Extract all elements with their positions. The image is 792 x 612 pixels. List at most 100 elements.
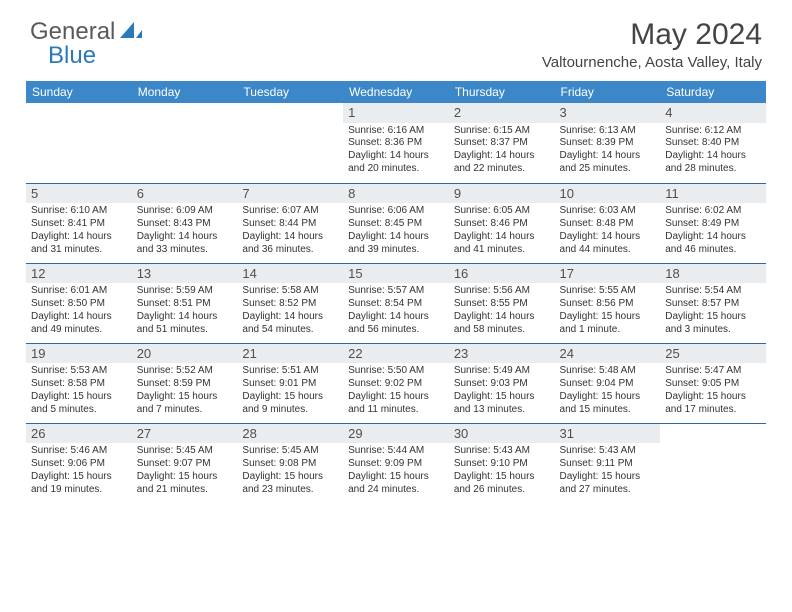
- day-cell: 8Sunrise: 6:06 AMSunset: 8:45 PMDaylight…: [343, 183, 449, 263]
- day-cell: 6Sunrise: 6:09 AMSunset: 8:43 PMDaylight…: [132, 183, 238, 263]
- day-cell: 2Sunrise: 6:15 AMSunset: 8:37 PMDaylight…: [449, 103, 555, 183]
- day-cell: 19Sunrise: 5:53 AMSunset: 8:58 PMDayligh…: [26, 343, 132, 423]
- day-detail: Sunrise: 5:59 AMSunset: 8:51 PMDaylight:…: [137, 285, 233, 336]
- header: General Blue May 2024 Valtournenche, Aos…: [0, 0, 792, 75]
- calendar-row: 1Sunrise: 6:16 AMSunset: 8:36 PMDaylight…: [26, 103, 766, 183]
- day-detail: Sunrise: 6:09 AMSunset: 8:43 PMDaylight:…: [137, 205, 233, 256]
- day-detail: Sunrise: 5:46 AMSunset: 9:06 PMDaylight:…: [31, 445, 127, 496]
- day-number: 30: [449, 424, 555, 444]
- day-number: 28: [237, 424, 343, 444]
- day-detail: Sunrise: 6:13 AMSunset: 8:39 PMDaylight:…: [560, 125, 656, 176]
- day-cell: 16Sunrise: 5:56 AMSunset: 8:55 PMDayligh…: [449, 263, 555, 343]
- day-cell: 22Sunrise: 5:50 AMSunset: 9:02 PMDayligh…: [343, 343, 449, 423]
- weekday-header-row: SundayMondayTuesdayWednesdayThursdayFrid…: [26, 81, 766, 103]
- day-number: 2: [449, 103, 555, 123]
- day-detail: Sunrise: 6:10 AMSunset: 8:41 PMDaylight:…: [31, 205, 127, 256]
- day-cell: 5Sunrise: 6:10 AMSunset: 8:41 PMDaylight…: [26, 183, 132, 263]
- day-number: 7: [237, 184, 343, 204]
- day-detail: Sunrise: 5:49 AMSunset: 9:03 PMDaylight:…: [454, 365, 550, 416]
- day-cell: 25Sunrise: 5:47 AMSunset: 9:05 PMDayligh…: [660, 343, 766, 423]
- day-number: 24: [555, 344, 661, 364]
- day-detail: Sunrise: 5:56 AMSunset: 8:55 PMDaylight:…: [454, 285, 550, 336]
- day-number: 31: [555, 424, 661, 444]
- day-number: 12: [26, 264, 132, 284]
- calendar-row: 26Sunrise: 5:46 AMSunset: 9:06 PMDayligh…: [26, 423, 766, 503]
- day-number: 4: [660, 103, 766, 123]
- day-detail: Sunrise: 5:51 AMSunset: 9:01 PMDaylight:…: [242, 365, 338, 416]
- day-number: 19: [26, 344, 132, 364]
- day-cell: 18Sunrise: 5:54 AMSunset: 8:57 PMDayligh…: [660, 263, 766, 343]
- day-detail: Sunrise: 6:15 AMSunset: 8:37 PMDaylight:…: [454, 125, 550, 176]
- logo-sail-icon: [120, 20, 142, 45]
- day-detail: Sunrise: 5:43 AMSunset: 9:11 PMDaylight:…: [560, 445, 656, 496]
- weekday-header: Monday: [132, 81, 238, 103]
- day-cell: 13Sunrise: 5:59 AMSunset: 8:51 PMDayligh…: [132, 263, 238, 343]
- day-number: 16: [449, 264, 555, 284]
- empty-cell: [26, 103, 132, 183]
- day-cell: 24Sunrise: 5:48 AMSunset: 9:04 PMDayligh…: [555, 343, 661, 423]
- day-number: 17: [555, 264, 661, 284]
- day-number: 8: [343, 184, 449, 204]
- day-cell: 31Sunrise: 5:43 AMSunset: 9:11 PMDayligh…: [555, 423, 661, 503]
- day-number: 25: [660, 344, 766, 364]
- day-detail: Sunrise: 5:44 AMSunset: 9:09 PMDaylight:…: [348, 445, 444, 496]
- day-detail: Sunrise: 6:12 AMSunset: 8:40 PMDaylight:…: [665, 125, 761, 176]
- day-cell: 10Sunrise: 6:03 AMSunset: 8:48 PMDayligh…: [555, 183, 661, 263]
- empty-cell: [660, 423, 766, 503]
- day-number: 26: [26, 424, 132, 444]
- day-cell: 7Sunrise: 6:07 AMSunset: 8:44 PMDaylight…: [237, 183, 343, 263]
- day-detail: Sunrise: 5:55 AMSunset: 8:56 PMDaylight:…: [560, 285, 656, 336]
- day-detail: Sunrise: 6:05 AMSunset: 8:46 PMDaylight:…: [454, 205, 550, 256]
- day-cell: 4Sunrise: 6:12 AMSunset: 8:40 PMDaylight…: [660, 103, 766, 183]
- day-cell: 21Sunrise: 5:51 AMSunset: 9:01 PMDayligh…: [237, 343, 343, 423]
- day-cell: 28Sunrise: 5:45 AMSunset: 9:08 PMDayligh…: [237, 423, 343, 503]
- day-number: 22: [343, 344, 449, 364]
- day-number: 27: [132, 424, 238, 444]
- day-number: 14: [237, 264, 343, 284]
- day-cell: 14Sunrise: 5:58 AMSunset: 8:52 PMDayligh…: [237, 263, 343, 343]
- day-detail: Sunrise: 5:45 AMSunset: 9:07 PMDaylight:…: [137, 445, 233, 496]
- calendar-body: 1Sunrise: 6:16 AMSunset: 8:36 PMDaylight…: [26, 103, 766, 503]
- day-number: 9: [449, 184, 555, 204]
- day-detail: Sunrise: 5:48 AMSunset: 9:04 PMDaylight:…: [560, 365, 656, 416]
- calendar-row: 5Sunrise: 6:10 AMSunset: 8:41 PMDaylight…: [26, 183, 766, 263]
- day-detail: Sunrise: 6:02 AMSunset: 8:49 PMDaylight:…: [665, 205, 761, 256]
- day-cell: 9Sunrise: 6:05 AMSunset: 8:46 PMDaylight…: [449, 183, 555, 263]
- day-detail: Sunrise: 6:07 AMSunset: 8:44 PMDaylight:…: [242, 205, 338, 256]
- day-number: 15: [343, 264, 449, 284]
- day-number: 6: [132, 184, 238, 204]
- day-detail: Sunrise: 6:03 AMSunset: 8:48 PMDaylight:…: [560, 205, 656, 256]
- day-detail: Sunrise: 5:50 AMSunset: 9:02 PMDaylight:…: [348, 365, 444, 416]
- empty-cell: [237, 103, 343, 183]
- day-cell: 11Sunrise: 6:02 AMSunset: 8:49 PMDayligh…: [660, 183, 766, 263]
- day-number: 20: [132, 344, 238, 364]
- day-number: 3: [555, 103, 661, 123]
- day-number: 21: [237, 344, 343, 364]
- day-number: 29: [343, 424, 449, 444]
- calendar-table: SundayMondayTuesdayWednesdayThursdayFrid…: [26, 81, 766, 503]
- logo-text-blue: Blue: [48, 42, 96, 70]
- day-cell: 20Sunrise: 5:52 AMSunset: 8:59 PMDayligh…: [132, 343, 238, 423]
- weekday-header: Saturday: [660, 81, 766, 103]
- day-cell: 27Sunrise: 5:45 AMSunset: 9:07 PMDayligh…: [132, 423, 238, 503]
- day-cell: 29Sunrise: 5:44 AMSunset: 9:09 PMDayligh…: [343, 423, 449, 503]
- day-detail: Sunrise: 6:16 AMSunset: 8:36 PMDaylight:…: [348, 125, 444, 176]
- day-number: 18: [660, 264, 766, 284]
- day-number: 5: [26, 184, 132, 204]
- day-number: 11: [660, 184, 766, 204]
- day-detail: Sunrise: 5:45 AMSunset: 9:08 PMDaylight:…: [242, 445, 338, 496]
- location-text: Valtournenche, Aosta Valley, Italy: [542, 54, 762, 71]
- day-number: 10: [555, 184, 661, 204]
- day-detail: Sunrise: 5:54 AMSunset: 8:57 PMDaylight:…: [665, 285, 761, 336]
- weekday-header: Tuesday: [237, 81, 343, 103]
- day-cell: 30Sunrise: 5:43 AMSunset: 9:10 PMDayligh…: [449, 423, 555, 503]
- day-cell: 15Sunrise: 5:57 AMSunset: 8:54 PMDayligh…: [343, 263, 449, 343]
- day-cell: 23Sunrise: 5:49 AMSunset: 9:03 PMDayligh…: [449, 343, 555, 423]
- calendar-row: 12Sunrise: 6:01 AMSunset: 8:50 PMDayligh…: [26, 263, 766, 343]
- day-detail: Sunrise: 5:57 AMSunset: 8:54 PMDaylight:…: [348, 285, 444, 336]
- day-detail: Sunrise: 6:01 AMSunset: 8:50 PMDaylight:…: [31, 285, 127, 336]
- day-detail: Sunrise: 5:43 AMSunset: 9:10 PMDaylight:…: [454, 445, 550, 496]
- day-cell: 1Sunrise: 6:16 AMSunset: 8:36 PMDaylight…: [343, 103, 449, 183]
- day-cell: 17Sunrise: 5:55 AMSunset: 8:56 PMDayligh…: [555, 263, 661, 343]
- day-detail: Sunrise: 6:06 AMSunset: 8:45 PMDaylight:…: [348, 205, 444, 256]
